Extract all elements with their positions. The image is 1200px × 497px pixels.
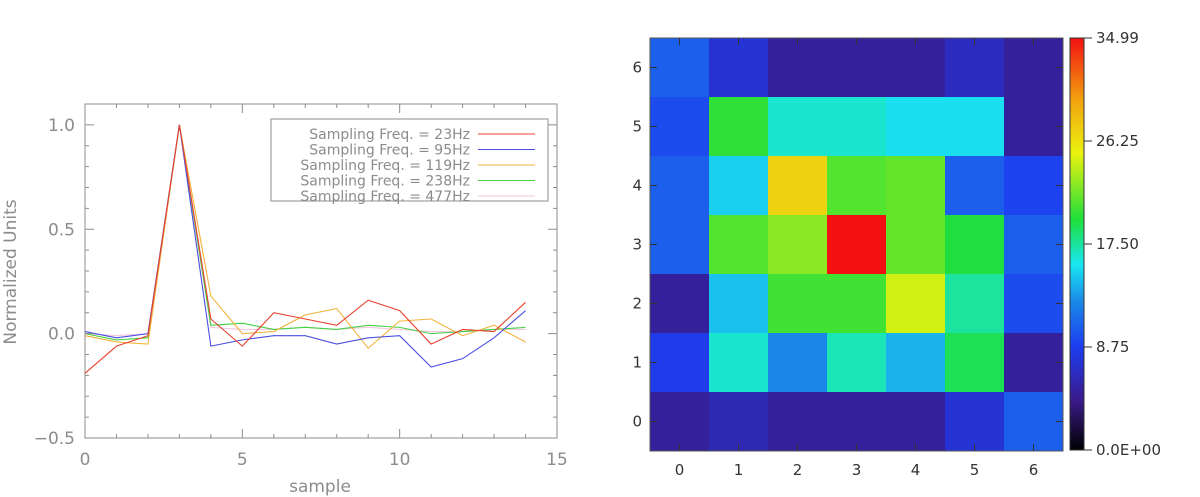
heatmap-cell xyxy=(886,215,946,275)
heatmap-y-tick-label: 3 xyxy=(632,236,642,254)
heatmap-cell xyxy=(1004,333,1064,393)
heatmap-ticks: 0 1 2 3 4 5 6 0 1 2 3 4 5 6 xyxy=(632,38,1063,479)
heatmap-x-tick-label: 1 xyxy=(734,461,744,479)
line-chart-series xyxy=(84,124,526,374)
legend-label: Sampling Freq. = 477Hz xyxy=(300,189,470,205)
heatmap-x-tick-label: 2 xyxy=(793,461,803,479)
heatmap-cell xyxy=(768,156,828,216)
heatmap-cell xyxy=(1004,38,1064,98)
heatmap-cell xyxy=(709,333,769,393)
heatmap-cells xyxy=(649,37,1064,452)
heatmap-x-tick-label: 3 xyxy=(852,461,862,479)
y-axis-label: Normalized Units xyxy=(1,199,21,344)
heatmap-cell xyxy=(827,97,887,157)
line-chart-ticks: 0 5 10 15 1.0 0.5 0.0 −0.5 xyxy=(34,103,568,470)
heatmap-cell xyxy=(827,156,887,216)
heatmap-cell xyxy=(1004,274,1064,334)
heatmap-y-tick-label: 4 xyxy=(632,177,642,195)
heatmap-y-tick-label: 2 xyxy=(632,295,642,313)
colorbar-tick-label: 26.25 xyxy=(1096,132,1139,150)
heatmap-cell xyxy=(768,38,828,98)
heatmap-cell xyxy=(945,38,1005,98)
heatmap-x-tick-label: 6 xyxy=(1029,461,1039,479)
heatmap-cell xyxy=(1004,156,1064,216)
colorbar-tick-label: 8.75 xyxy=(1096,338,1129,356)
colorbar-ticks: 0.0E+00 8.75 17.50 26.25 34.99 xyxy=(1084,29,1161,459)
heatmap-cell xyxy=(827,215,887,275)
x-tick-label: 5 xyxy=(237,450,248,470)
heatmap-cell xyxy=(945,333,1005,393)
heatmap-y-tick-label: 6 xyxy=(632,59,642,77)
heatmap-cell xyxy=(1004,215,1064,275)
heatmap-cell xyxy=(1004,392,1064,452)
heatmap-cell xyxy=(650,156,710,216)
heatmap-y-tick-label: 1 xyxy=(632,354,642,372)
heatmap-cell xyxy=(709,392,769,452)
heatmap-cell xyxy=(709,274,769,334)
legend-label: Sampling Freq. = 95Hz xyxy=(309,143,470,159)
colorbar-gradient xyxy=(1069,37,1085,451)
heatmap-cell xyxy=(709,97,769,157)
heatmap-cell xyxy=(650,97,710,157)
heatmap-cell xyxy=(768,333,828,393)
y-tick-label: 0.0 xyxy=(48,325,75,345)
heatmap-cell xyxy=(886,38,946,98)
heatmap-cell xyxy=(650,333,710,393)
heatmap: 0 1 2 3 4 5 6 0 1 2 3 4 5 6 xyxy=(632,37,1064,479)
heatmap-cell xyxy=(650,274,710,334)
x-tick-label: 15 xyxy=(546,450,568,470)
heatmap-cell xyxy=(709,38,769,98)
heatmap-cell xyxy=(886,333,946,393)
heatmap-cell xyxy=(827,38,887,98)
line-chart: 0 5 10 15 1.0 0.5 0.0 −0.5 sample Normalized Un… xyxy=(1,103,568,497)
heatmap-cell xyxy=(945,392,1005,452)
heatmap-cell xyxy=(945,215,1005,275)
colorbar-tick-label: 0.0E+00 xyxy=(1096,441,1161,459)
y-tick-label: 0.5 xyxy=(48,220,75,240)
heatmap-cell xyxy=(827,274,887,334)
heatmap-cell xyxy=(945,274,1005,334)
heatmap-cell xyxy=(768,97,828,157)
x-axis-label: sample xyxy=(289,477,351,497)
heatmap-cell xyxy=(768,392,828,452)
heatmap-x-tick-label: 4 xyxy=(911,461,921,479)
heatmap-cell xyxy=(1004,97,1064,157)
heatmap-cell xyxy=(768,215,828,275)
x-tick-label: 10 xyxy=(389,450,411,470)
heatmap-cell xyxy=(886,97,946,157)
heatmap-x-tick-label: 0 xyxy=(675,461,685,479)
series-line xyxy=(84,124,526,374)
legend-label: Sampling Freq. = 238Hz xyxy=(300,174,470,190)
heatmap-cell xyxy=(945,97,1005,157)
series-line xyxy=(84,124,526,350)
x-tick-label: 0 xyxy=(80,450,91,470)
y-tick-label: −0.5 xyxy=(34,429,75,449)
legend-box xyxy=(270,118,549,202)
heatmap-cell xyxy=(886,392,946,452)
heatmap-cell xyxy=(650,215,710,275)
heatmap-cell xyxy=(768,274,828,334)
heatmap-y-tick-label: 0 xyxy=(632,413,642,431)
heatmap-cell xyxy=(709,215,769,275)
legend-label: Sampling Freq. = 119Hz xyxy=(300,158,470,174)
y-tick-label: 1.0 xyxy=(48,116,75,136)
heatmap-cell xyxy=(886,274,946,334)
heatmap-y-tick-label: 5 xyxy=(632,118,642,136)
heatmap-cell xyxy=(650,38,710,98)
colorbar-tick-label: 17.50 xyxy=(1096,235,1139,253)
heatmap-cell xyxy=(886,156,946,216)
colorbar-tick-label: 34.99 xyxy=(1096,29,1139,47)
heatmap-x-tick-label: 5 xyxy=(970,461,980,479)
heatmap-cell xyxy=(827,333,887,393)
heatmap-cell xyxy=(709,156,769,216)
legend-label: Sampling Freq. = 23Hz xyxy=(309,127,470,143)
colorbar: 0.0E+00 8.75 17.50 26.25 34.99 xyxy=(1069,29,1161,459)
heatmap-cell xyxy=(650,392,710,452)
heatmap-cell xyxy=(945,156,1005,216)
heatmap-cell xyxy=(827,392,887,452)
